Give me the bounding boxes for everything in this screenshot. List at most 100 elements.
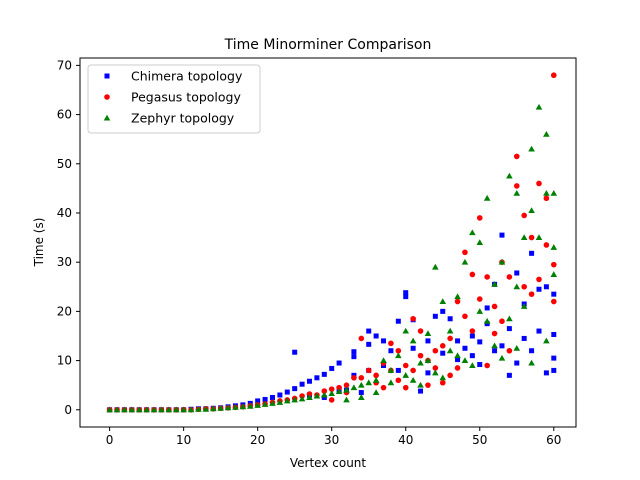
data-point xyxy=(476,308,484,314)
data-point xyxy=(329,365,335,371)
data-point xyxy=(395,347,402,354)
data-point xyxy=(498,354,506,361)
data-point xyxy=(521,335,527,341)
data-point xyxy=(528,234,535,241)
data-point xyxy=(483,317,491,324)
legend-box xyxy=(87,64,261,134)
data-point xyxy=(328,390,336,397)
data-point xyxy=(336,384,342,391)
data-point xyxy=(424,330,432,336)
data-point xyxy=(432,365,439,371)
data-point xyxy=(476,239,484,245)
data-point xyxy=(113,406,121,413)
data-point xyxy=(551,291,557,297)
data-point xyxy=(461,357,469,364)
data-point xyxy=(224,404,232,411)
data-point xyxy=(365,367,372,374)
data-point xyxy=(543,242,550,248)
data-point xyxy=(217,405,224,411)
data-point xyxy=(358,394,365,400)
x-tick-label: 10 xyxy=(176,433,191,447)
x-tick-label: 40 xyxy=(398,433,413,447)
data-point xyxy=(462,249,468,256)
data-point xyxy=(150,406,158,413)
data-point xyxy=(187,406,195,413)
data-point xyxy=(550,298,557,305)
data-point xyxy=(543,130,550,137)
data-point xyxy=(550,190,558,196)
data-point xyxy=(484,274,490,280)
data-point xyxy=(351,349,357,355)
data-point xyxy=(506,172,513,179)
data-point xyxy=(373,333,379,339)
data-point xyxy=(529,348,535,354)
legend-label: Zephyr topology xyxy=(131,111,235,126)
data-point xyxy=(455,357,461,363)
data-point xyxy=(314,375,320,381)
data-point xyxy=(551,367,557,373)
data-point xyxy=(536,328,542,334)
data-point xyxy=(261,401,269,407)
data-point xyxy=(446,327,454,334)
data-point xyxy=(439,343,446,349)
data-point xyxy=(292,386,298,392)
data-point xyxy=(417,328,424,334)
data-point xyxy=(402,362,409,369)
y-axis-label: Time (s) xyxy=(32,218,46,268)
data-point xyxy=(283,397,291,404)
data-point xyxy=(410,315,416,322)
data-point xyxy=(432,263,439,270)
data-point xyxy=(425,370,431,376)
legend-marker xyxy=(104,73,110,79)
data-point xyxy=(292,349,298,355)
data-point xyxy=(484,305,490,311)
y-tick-label: 0 xyxy=(64,403,72,417)
data-point xyxy=(439,298,447,305)
data-point xyxy=(343,382,350,388)
data-point xyxy=(358,335,365,342)
data-point xyxy=(351,354,357,360)
data-point xyxy=(358,375,365,381)
data-point xyxy=(551,332,557,338)
data-point xyxy=(513,153,520,160)
data-point xyxy=(135,406,143,413)
data-point xyxy=(158,406,165,413)
y-tick-label: 50 xyxy=(57,157,72,171)
data-point xyxy=(491,330,498,337)
data-point xyxy=(498,258,506,265)
legend-marker xyxy=(103,114,111,121)
axes-frame xyxy=(79,57,577,428)
data-point xyxy=(373,372,379,379)
data-point xyxy=(277,392,283,398)
axes-border xyxy=(79,57,577,428)
data-point xyxy=(483,194,491,201)
data-point xyxy=(447,372,453,379)
data-point xyxy=(536,286,542,292)
data-point xyxy=(432,347,439,354)
data-point xyxy=(550,244,558,250)
data-point xyxy=(506,274,513,280)
data-point xyxy=(506,315,513,322)
data-point xyxy=(165,406,173,413)
data-point xyxy=(358,381,365,388)
data-point xyxy=(328,386,335,392)
data-point xyxy=(381,338,387,344)
data-point xyxy=(520,234,528,241)
data-point xyxy=(440,350,446,356)
data-point xyxy=(499,318,505,325)
data-point xyxy=(520,303,528,309)
data-point xyxy=(417,352,424,359)
data-point xyxy=(306,378,312,384)
legend-label: Chimera topology xyxy=(131,69,243,84)
data-point xyxy=(328,397,335,403)
y-tick-label: 10 xyxy=(57,354,72,368)
data-point xyxy=(528,291,535,297)
data-point xyxy=(513,190,521,196)
data-point xyxy=(499,232,505,238)
data-point xyxy=(262,396,268,402)
data-point xyxy=(409,337,417,344)
data-point xyxy=(395,367,401,373)
data-point xyxy=(477,362,483,368)
legend-marker xyxy=(104,94,110,100)
